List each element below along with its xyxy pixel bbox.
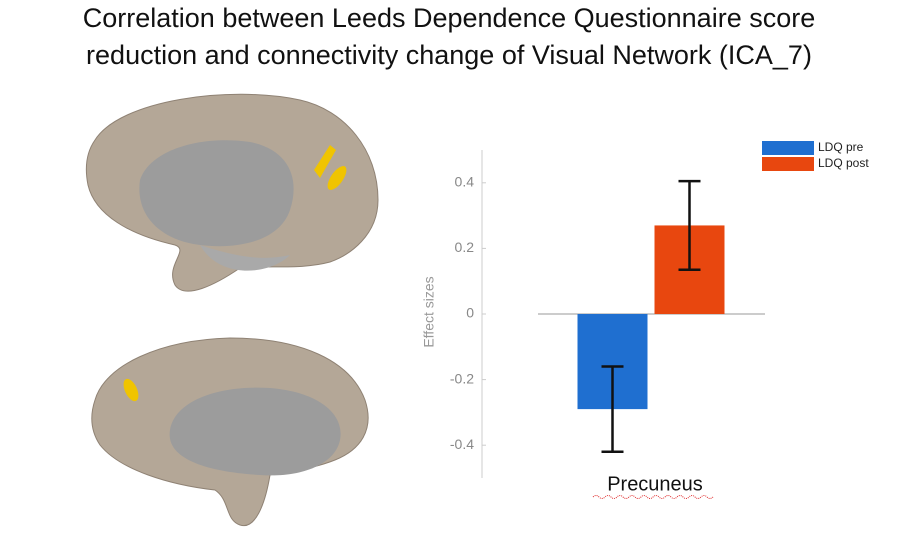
- brain-bottom: [91, 337, 369, 527]
- x-tick-label: Precuneus: [607, 473, 703, 495]
- chart-title: reduction and connectivity change of Vis…: [86, 40, 812, 70]
- y-tick-label: 0.4: [455, 174, 475, 190]
- legend-swatch: [762, 141, 814, 155]
- activation: [314, 145, 336, 178]
- legend-swatch: [762, 157, 814, 171]
- y-tick-label: 0: [466, 305, 474, 321]
- brain-top: [85, 93, 379, 292]
- chart-title: Correlation between Leeds Dependence Que…: [83, 3, 815, 33]
- y-tick-label: 0.2: [455, 239, 475, 255]
- brain-medial: [169, 387, 341, 476]
- error-bar: [601, 365, 624, 454]
- brain-medial: [200, 245, 290, 271]
- legend-label: LDQ pre: [818, 140, 864, 154]
- activation: [327, 166, 347, 190]
- error-bar: [678, 179, 701, 271]
- activation: [123, 378, 139, 402]
- y-tick-label: -0.4: [450, 436, 474, 452]
- y-tick-label: -0.2: [450, 370, 474, 386]
- legend-label: LDQ post: [818, 156, 869, 170]
- spell-underline: [592, 495, 714, 499]
- y-axis-label: Effect sizes: [421, 276, 437, 347]
- brain-medial: [139, 140, 294, 247]
